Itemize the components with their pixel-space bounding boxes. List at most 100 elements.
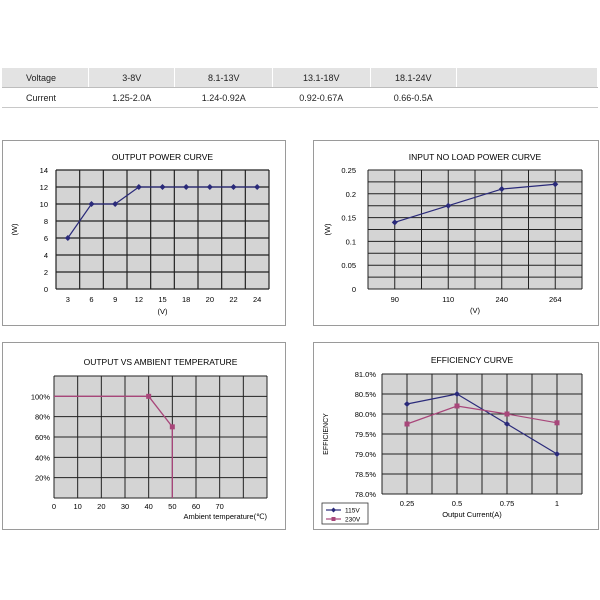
x-axis-label: Ambient temperature(℃) (184, 512, 268, 521)
no-load-power-chart: INPUT NO LOAD POWER CURVE 0 0.05 0.1 0.15 0.2… (323, 152, 583, 315)
y-tick-label: 0.05 (341, 261, 356, 270)
y-tick-label: 81.0% (355, 370, 377, 379)
table-cell: 1.25-2.0A (88, 87, 175, 108)
data-point (454, 391, 460, 397)
data-point (88, 201, 95, 207)
table-row-current: Current 1.25-2.0A 1.24-0.92A 0.92-0.67A … (2, 87, 598, 108)
table-cell: 0.92-0.67A (272, 87, 371, 108)
y-tick-label: 0.2 (346, 190, 356, 199)
y-tick-label: 0.25 (341, 166, 356, 175)
x-tick-label: 12 (135, 295, 143, 304)
x-tick-label: 0.5 (452, 499, 462, 508)
y-tick-label: 2 (44, 268, 48, 277)
data-point (404, 421, 410, 427)
x-tick-label: 40 (144, 502, 152, 511)
y-tick-label: 4 (44, 251, 48, 260)
y-tick-label: 80.0% (355, 410, 377, 419)
x-tick-label: 240 (495, 295, 508, 304)
legend-marker (331, 507, 336, 513)
x-tick-label: 24 (253, 295, 261, 304)
x-tick-label: 0.75 (500, 499, 515, 508)
y-tick-label: 0 (352, 285, 356, 294)
x-tick-label: 30 (121, 502, 129, 511)
x-tick-label: 70 (215, 502, 223, 511)
data-point (504, 421, 510, 427)
y-tick-label: 80.5% (355, 390, 377, 399)
y-tick-label: 40% (35, 453, 50, 462)
y-axis-label: (W) (323, 223, 332, 236)
y-tick-label: 80% (35, 413, 50, 422)
data-point (146, 393, 152, 399)
data-point (454, 403, 460, 409)
data-point (206, 184, 213, 190)
x-tick-label: 15 (158, 295, 166, 304)
x-tick-label: 0 (52, 502, 56, 511)
data-point (445, 202, 452, 209)
chart-title: OUTPUT VS AMBIENT TEMPERATURE (84, 357, 238, 367)
data-point (64, 235, 71, 241)
y-axis-label: EFFICIENCY (323, 413, 330, 455)
data-point (404, 401, 410, 407)
data-point (183, 184, 190, 190)
x-tick-label: 3 (66, 295, 70, 304)
x-axis-label: (V) (470, 306, 481, 315)
y-tick-label: 78.0% (355, 490, 377, 499)
x-axis-label: Output Current(A) (442, 510, 502, 519)
x-tick-label: 20 (97, 502, 105, 511)
data-point (504, 411, 510, 417)
legend-label: 230V (345, 517, 361, 524)
y-tick-label: 0.1 (346, 237, 356, 246)
output-power-chart-panel: OUTPUT POWER CURVE 0 2 4 6 8 10 12 14 3 6 9 12 15 18 20… (2, 140, 286, 326)
no-load-power-chart-panel: INPUT NO LOAD POWER CURVE 0 0.05 0.1 0.15 0.2… (313, 140, 599, 326)
x-axis-label: (V) (158, 307, 169, 316)
table-cell: 8.1-13V (174, 68, 273, 88)
series-line (54, 395, 173, 498)
data-point (135, 184, 142, 190)
data-point (159, 184, 166, 190)
efficiency-chart-panel: EFFICIENCY CURVE 78.0% 78.5% 79.0% 79.5% 80.0… (313, 342, 599, 530)
x-tick-label: 90 (391, 295, 399, 304)
x-tick-label: 22 (229, 295, 237, 304)
y-tick-label: 78.5% (355, 470, 377, 479)
y-tick-label: 0 (44, 285, 48, 294)
table-cell: 18.1-24V (370, 68, 458, 88)
data-point (554, 451, 560, 457)
legend-marker (331, 517, 336, 521)
y-tick-label: 0.15 (341, 214, 356, 223)
chart-title: OUTPUT POWER CURVE (112, 152, 214, 162)
x-tick-label: 50 (168, 502, 176, 511)
spec-table: Voltage 3-8V 8.1-13V 13.1-18V 18.1-24V C… (2, 68, 598, 108)
data-point (254, 184, 261, 190)
y-tick-label: 79.5% (355, 430, 377, 439)
x-tick-label: 0.25 (400, 499, 415, 508)
data-point (169, 424, 175, 430)
table-cell: 1.24-0.92A (174, 87, 273, 108)
x-tick-label: 10 (73, 502, 81, 511)
series-line (394, 183, 556, 223)
data-point (391, 219, 398, 226)
y-tick-label: 10 (40, 200, 48, 209)
data-point (554, 420, 560, 426)
table-cell-empty (456, 68, 598, 88)
table-cell: 13.1-18V (272, 68, 371, 88)
table-cell: 0.66-0.5A (370, 87, 457, 108)
data-point (230, 184, 237, 190)
y-tick-label: 14 (40, 166, 48, 175)
x-tick-label: 6 (89, 295, 93, 304)
x-tick-label: 9 (113, 295, 117, 304)
table-row-voltage: Voltage 3-8V 8.1-13V 13.1-18V 18.1-24V (2, 68, 598, 88)
x-tick-label: 264 (549, 295, 562, 304)
y-axis-label: (W) (10, 223, 19, 236)
series-line (406, 405, 558, 425)
x-tick-label: 20 (206, 295, 214, 304)
x-tick-label: 18 (182, 295, 190, 304)
temperature-derating-chart-panel: OUTPUT VS AMBIENT TEMPERATURE 20% 40% 60% 80… (2, 342, 286, 530)
y-tick-label: 20% (35, 474, 50, 483)
y-tick-label: 100% (31, 392, 51, 401)
series-line (406, 393, 558, 455)
x-tick-label: 1 (555, 499, 559, 508)
x-tick-label: 110 (442, 295, 454, 304)
y-tick-label: 12 (40, 183, 48, 192)
x-tick-label: 60 (192, 502, 200, 511)
